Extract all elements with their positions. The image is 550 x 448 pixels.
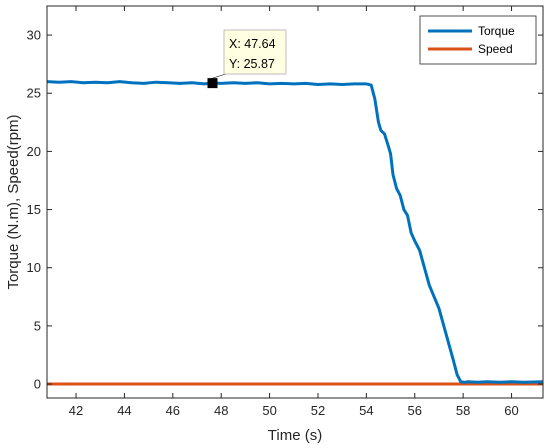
y-axis-label: Torque (N.m), Speed(rpm) <box>5 114 22 289</box>
y-tick-label: 10 <box>27 260 41 275</box>
x-axis-label: Time (s) <box>268 427 322 444</box>
x-tick-label: 56 <box>408 403 422 418</box>
ticks-layer: 42 44 46 48 50 52 54 56 58 60 0 5 10 15 20 25 30 <box>27 6 543 418</box>
x-tick-label: 50 <box>262 403 276 418</box>
datatip-x-text: X: 47.64 <box>229 37 276 51</box>
y-tick-label: 20 <box>27 144 41 159</box>
plot-frame <box>46 5 544 399</box>
legend-torque-label: Torque <box>478 24 515 38</box>
x-tick-label: 52 <box>311 403 325 418</box>
datatip: X: 47.64 Y: 25.87 <box>207 29 287 89</box>
datatip-box <box>223 29 287 75</box>
x-tick-label: 44 <box>117 403 131 418</box>
x-tick-label: 58 <box>456 403 470 418</box>
legend: Torque Speed <box>419 15 537 65</box>
legend-box <box>419 15 537 65</box>
series-line-torque <box>46 80 544 384</box>
x-tick-label: 54 <box>359 403 373 418</box>
datatip-marker <box>207 78 218 89</box>
plot-area <box>47 6 543 398</box>
series-layer <box>46 80 544 386</box>
y-tick-label: 25 <box>27 86 41 101</box>
x-tick-label: 60 <box>504 403 518 418</box>
datatip-y-text: Y: 25.87 <box>229 57 275 71</box>
x-tick-label: 48 <box>214 403 228 418</box>
legend-speed-label: Speed <box>478 42 513 56</box>
y-tick-label: 30 <box>27 28 41 43</box>
y-tick-label: 0 <box>34 377 41 392</box>
datatip-connector <box>212 73 227 79</box>
y-tick-label: 5 <box>34 318 41 333</box>
x-tick-label: 42 <box>69 403 83 418</box>
y-tick-label: 15 <box>27 202 41 217</box>
x-tick-label: 46 <box>166 403 180 418</box>
